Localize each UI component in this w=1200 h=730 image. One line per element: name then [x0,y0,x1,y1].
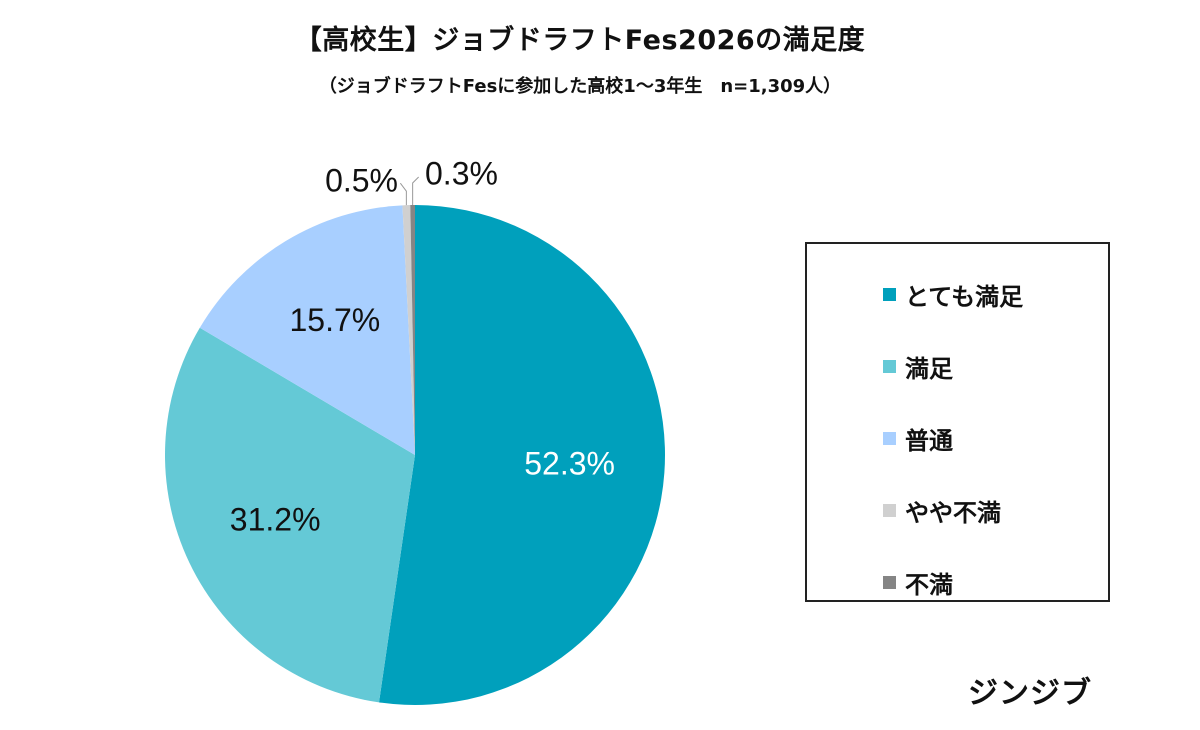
legend-item-satisfied: 満足 [807,330,1108,402]
legend-label-somewhat-dissatisfied: やや不満 [905,498,1001,527]
data-label-satisfied: 31.2% [230,501,321,537]
data-label-very-satisfied: 52.3% [524,446,615,482]
legend-swatch-somewhat-dissatisfied [883,503,896,517]
legend-swatch-very-satisfied [883,287,896,301]
data-label-somewhat-dissatisfied: 0.5% [325,162,398,198]
data-label-dissatisfied: 0.3% [425,155,498,191]
legend-label-dissatisfied: 不満 [905,570,953,599]
chart-subtitle: （ジョブドラフトFesに参加した高校1〜3年生 n=1,309人） [318,76,842,97]
legend-item-dissatisfied: 不満 [807,546,1108,618]
legend-label-very-satisfied: とても満足 [905,282,1024,311]
legend-item-somewhat-dissatisfied: やや不満 [807,474,1108,546]
legend-label-neutral: 普通 [905,426,953,455]
pie-slice-dissatisfied [410,205,415,455]
leader-line-somewhat-dissatisfied [399,182,407,206]
leader-line-dissatisfied [412,176,419,206]
data-label-neutral: 15.7% [289,302,380,338]
legend-swatch-dissatisfied [883,575,896,589]
legend-item-very-satisfied: とても満足 [807,258,1108,330]
brand-logo: ジンジブ [968,676,1092,711]
legend: とても満足 満足 普通 やや不満 不満 [805,242,1110,602]
legend-swatch-neutral [883,431,896,445]
chart-title: 【高校生】ジョブドラフトFes2026の満足度 [294,25,866,56]
legend-item-neutral: 普通 [807,402,1108,474]
pie-slice-neutral [199,205,415,455]
pie-slice-satisfied [164,327,415,703]
legend-label-satisfied: 満足 [905,354,953,383]
pie-slice-very-satisfied [378,205,665,705]
pie-slice-somewhat-dissatisfied [402,205,415,455]
legend-swatch-satisfied [883,359,896,373]
